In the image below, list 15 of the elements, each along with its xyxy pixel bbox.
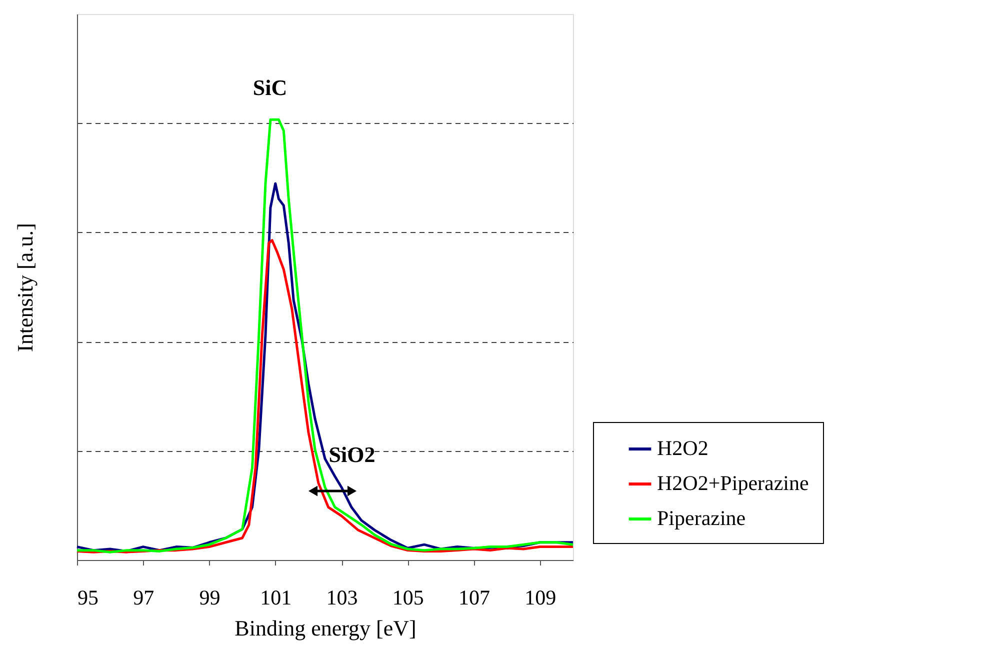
x-tick-label: 109	[524, 586, 556, 610]
legend-label: Piperazine	[657, 506, 746, 530]
legend-label: H2O2+Piperazine	[657, 471, 809, 495]
x-tick-label: 103	[326, 586, 358, 610]
x-tick-label: 101	[260, 586, 292, 610]
x-tick-label: 105	[392, 586, 424, 610]
x-tick-label: 97	[133, 586, 154, 610]
x-tick-label: 99	[199, 586, 220, 610]
y-axis-title: Intensity [a.u.]	[12, 223, 38, 352]
x-axis-title: Binding energy [eV]	[234, 616, 416, 640]
x-tick-label: 107	[458, 586, 490, 610]
legend-label: H2O2	[657, 436, 708, 460]
annotation: SiO2	[328, 442, 376, 467]
x-tick-label: 95	[78, 586, 98, 610]
text: SiC	[252, 75, 288, 100]
